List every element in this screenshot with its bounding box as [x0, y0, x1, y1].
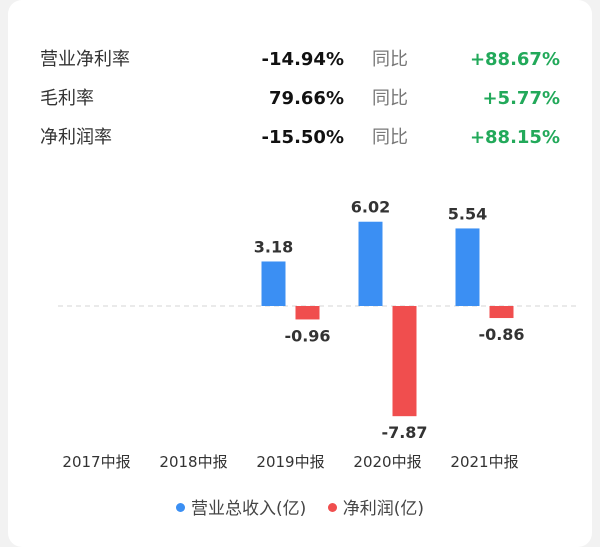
- yoy-value: +88.15%: [469, 127, 560, 148]
- legend-label-net-profit: 净利润(亿): [342, 499, 424, 519]
- revenue-bar-3[interactable]: [358, 221, 383, 306]
- legend-dot-revenue: [176, 502, 186, 512]
- revenue-bar-4[interactable]: [455, 228, 480, 306]
- net-profit-bar-3[interactable]: [392, 306, 417, 417]
- x-tick-label-4: 2021中报: [450, 453, 518, 471]
- x-tick-label-2: 2019中报: [256, 453, 324, 471]
- x-tick-label-0: 2017中报: [62, 453, 130, 471]
- metric-label: 营业净利率: [40, 49, 130, 70]
- yoy-value: +88.67%: [469, 49, 560, 70]
- metric-row-net-margin: 净利润率 -15.50% 同比 +88.15%: [8, 118, 592, 157]
- metric-value: -14.94%: [261, 49, 344, 70]
- metric-value: -15.50%: [261, 127, 344, 148]
- net-profit-label-2: -0.96: [284, 326, 330, 345]
- net-profit-bar-4[interactable]: [489, 306, 514, 319]
- metric-label: 毛利率: [40, 88, 94, 109]
- net-profit-label-3: -7.87: [381, 423, 427, 442]
- revenue-label-2: 3.18: [254, 237, 293, 256]
- metric-row-operating-margin: 营业净利率 -14.94% 同比 +88.67%: [8, 40, 592, 79]
- metric-value: 79.66%: [269, 88, 344, 109]
- yoy-value: +5.77%: [482, 88, 560, 109]
- net-profit-label-4: -0.86: [478, 325, 524, 344]
- x-tick-label-3: 2020中报: [353, 453, 421, 471]
- financial-card: 营业净利率 -14.94% 同比 +88.67% 毛利率 79.66% 同比 +…: [8, 0, 592, 547]
- revenue-label-3: 6.02: [351, 198, 390, 217]
- metric-row-gross-margin: 毛利率 79.66% 同比 +5.77%: [8, 79, 592, 118]
- yoy-label: 同比: [372, 88, 408, 109]
- net-profit-bar-2[interactable]: [295, 306, 320, 320]
- chart-legend: 营业总收入(亿) 净利润(亿): [8, 494, 592, 519]
- legend-label-revenue: 营业总收入(亿): [191, 499, 307, 519]
- yoy-label: 同比: [372, 127, 408, 148]
- revenue-label-4: 5.54: [448, 204, 487, 223]
- bar-chart: 2017中报 2018中报 3.18 -0.96 2019中报 6.02 -7.87 2020…: [58, 198, 578, 471]
- metrics-table: 营业净利率 -14.94% 同比 +88.67% 毛利率 79.66% 同比 +…: [8, 40, 592, 157]
- legend-item-revenue[interactable]: 营业总收入(亿): [176, 494, 306, 519]
- legend-item-net-profit[interactable]: 净利润(亿): [327, 494, 424, 519]
- yoy-label: 同比: [372, 49, 408, 70]
- x-tick-label-1: 2018中报: [159, 453, 227, 471]
- revenue-bar-2[interactable]: [261, 261, 286, 306]
- metric-label: 净利润率: [40, 127, 112, 148]
- legend-dot-net-profit: [327, 502, 337, 512]
